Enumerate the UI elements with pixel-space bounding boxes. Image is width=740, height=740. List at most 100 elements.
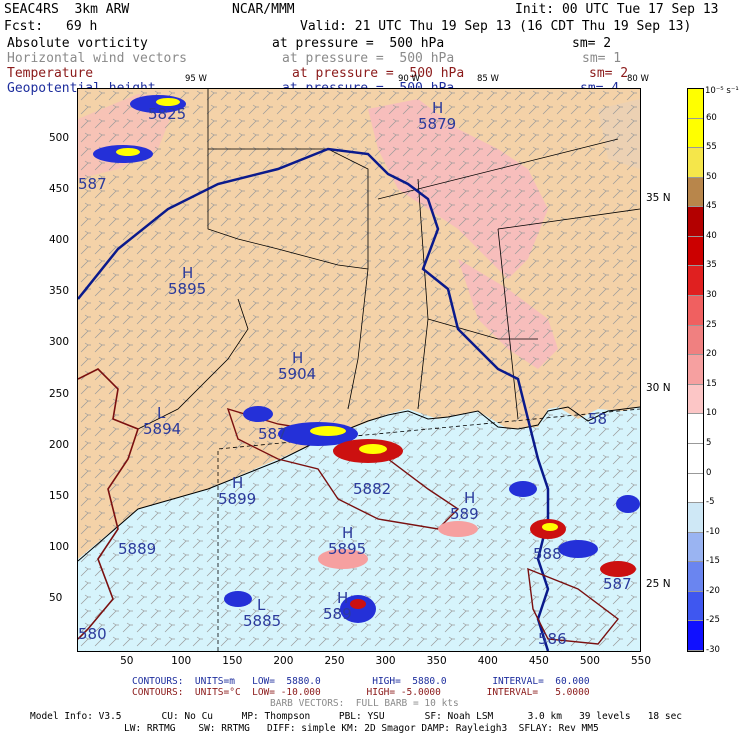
field-temperature-sm: sm= 2 bbox=[589, 66, 629, 81]
colorbar-label: 5 bbox=[706, 437, 712, 448]
y-tick-label: 450 bbox=[49, 183, 70, 196]
wind-barbs bbox=[78, 89, 640, 651]
coastline bbox=[78, 406, 640, 562]
colorbar-segment bbox=[688, 207, 703, 237]
contours-height-info: CONTOURS: UNITS=m LOW= 5880.0 HIGH= 5880… bbox=[132, 676, 590, 687]
height-value-label: 5904 bbox=[278, 365, 316, 383]
colorbar-label: 20 bbox=[706, 349, 717, 360]
colorbar-unit: 10⁻⁵ s⁻¹ bbox=[705, 86, 739, 96]
x-tick-label: 350 bbox=[426, 655, 447, 667]
org-label: NCAR/MMM bbox=[232, 2, 295, 17]
colorbar bbox=[687, 88, 704, 652]
colorbar-label: -15 bbox=[706, 556, 720, 567]
colorbar-label: 35 bbox=[706, 260, 717, 271]
height-value-label: 588 bbox=[533, 545, 562, 563]
colorbar-label: -10 bbox=[706, 526, 720, 537]
colorbar-segment bbox=[688, 177, 703, 208]
model-title: SEAC4RS 3km ARW bbox=[4, 2, 130, 17]
colorbar-segment bbox=[688, 266, 703, 297]
map-canvas: H58795825H5895H5904L5894H58995889H5895L5… bbox=[78, 89, 640, 651]
colorbar-label: 55 bbox=[706, 142, 717, 153]
height-value-label: 589 bbox=[323, 605, 352, 623]
pressure-center-letter: L bbox=[157, 404, 166, 422]
colorbar-label: 50 bbox=[706, 171, 717, 182]
model-info-line-2: LW: RRTMG SW: RRTMG DIFF: simple KM: 2D … bbox=[124, 723, 599, 734]
colorbar-segment bbox=[688, 473, 703, 504]
height-value-label: 587 bbox=[78, 175, 107, 193]
colorbar-segment bbox=[688, 384, 703, 415]
field-temperature-name: Temperature bbox=[7, 66, 94, 81]
x-tick-label: 200 bbox=[273, 655, 294, 667]
height-value-label: 5885 bbox=[243, 612, 281, 630]
height-value-label: 5882 bbox=[353, 480, 391, 498]
colorbar-segment bbox=[688, 621, 703, 651]
barb-info: BARB VECTORS: FULL BARB = 10 kts bbox=[270, 698, 459, 709]
x-tick-label: 100 bbox=[171, 655, 192, 667]
valid-time: Valid: 21 UTC Thu 19 Sep 13 (16 CDT Thu … bbox=[300, 19, 692, 34]
height-value-label: 5899 bbox=[218, 490, 256, 508]
temperature-contour bbox=[78, 368, 139, 640]
height-value-label: 5879 bbox=[418, 115, 456, 133]
colorbar-label: -30 bbox=[706, 645, 720, 655]
longitude-label: 80 W bbox=[627, 74, 649, 84]
pressure-center-letter: H bbox=[182, 264, 193, 282]
colorbar-label: 0 bbox=[706, 467, 712, 478]
colorbar-segment bbox=[688, 532, 703, 563]
height-value-label: 5889 bbox=[118, 540, 156, 558]
x-tick-label: 250 bbox=[324, 655, 345, 667]
colorbar-label: -20 bbox=[706, 585, 720, 596]
model-info-line-1: Model Info: V3.5 CU: No Cu MP: Thompson … bbox=[30, 711, 683, 722]
longitude-label: 95 W bbox=[185, 74, 207, 84]
temperature-contour bbox=[527, 567, 619, 645]
domain-box bbox=[217, 408, 640, 651]
field-wind-name: Horizontal wind vectors bbox=[7, 51, 188, 66]
colorbar-segment bbox=[688, 562, 703, 592]
colorbar-label: 15 bbox=[706, 378, 717, 389]
storm-cells bbox=[93, 95, 640, 623]
pressure-center-letter: H bbox=[232, 474, 243, 492]
latitude-label: 25 N bbox=[646, 578, 671, 590]
field-wind-pressure: at pressure = 500 hPa bbox=[282, 51, 455, 66]
colorbar-label: -25 bbox=[706, 615, 720, 626]
x-tick-label: 50 bbox=[120, 655, 134, 667]
colorbar-segment bbox=[688, 503, 703, 533]
height-value-label: 587 bbox=[603, 575, 632, 593]
colorbar-label: 30 bbox=[706, 290, 717, 301]
y-tick-label: 500 bbox=[49, 132, 70, 145]
colorbar-segment bbox=[688, 414, 703, 444]
colorbar-segment bbox=[688, 355, 703, 385]
latitude-label: 35 N bbox=[646, 192, 671, 204]
y-tick-label: 300 bbox=[49, 336, 70, 349]
pressure-center-letter: L bbox=[257, 596, 266, 614]
y-tick-label: 250 bbox=[49, 387, 70, 400]
y-tick-label: 400 bbox=[49, 234, 70, 247]
colorbar-segment bbox=[688, 443, 703, 474]
pressure-center-letter: H bbox=[432, 99, 443, 117]
height-value-label: 589 bbox=[450, 505, 479, 523]
state-borders bbox=[137, 89, 640, 430]
colorbar-label: 25 bbox=[706, 319, 717, 330]
colorbar-segment bbox=[688, 296, 703, 326]
pressure-center-letter: H bbox=[337, 589, 348, 607]
pressure-center-letter: H bbox=[342, 524, 353, 542]
colorbar-segment bbox=[688, 89, 703, 119]
height-value-label: 580 bbox=[78, 625, 107, 643]
x-tick-label: 300 bbox=[375, 655, 396, 667]
field-temperature-pressure: at pressure = 500 hPa bbox=[292, 66, 465, 81]
pressure-center-letter: H bbox=[464, 489, 475, 507]
fcst-value: 69 h bbox=[66, 19, 98, 34]
colorbar-label: 10 bbox=[706, 408, 717, 419]
colorbar-segment bbox=[688, 325, 703, 356]
x-tick-label: 550 bbox=[631, 655, 652, 667]
y-tick-label: 150 bbox=[49, 489, 70, 502]
latitude-label: 30 N bbox=[646, 382, 671, 394]
x-tick-label: 150 bbox=[222, 655, 243, 667]
colorbar-label: 45 bbox=[706, 201, 717, 212]
longitude-label: 85 W bbox=[477, 74, 499, 84]
height-value-label: 586 bbox=[538, 630, 567, 648]
pressure-center-letter: H bbox=[292, 349, 303, 367]
y-tick-label: 50 bbox=[49, 591, 63, 604]
fcst-label: Fcst: bbox=[4, 19, 44, 34]
y-tick-label: 350 bbox=[49, 285, 70, 298]
colorbar-segment bbox=[688, 591, 703, 622]
